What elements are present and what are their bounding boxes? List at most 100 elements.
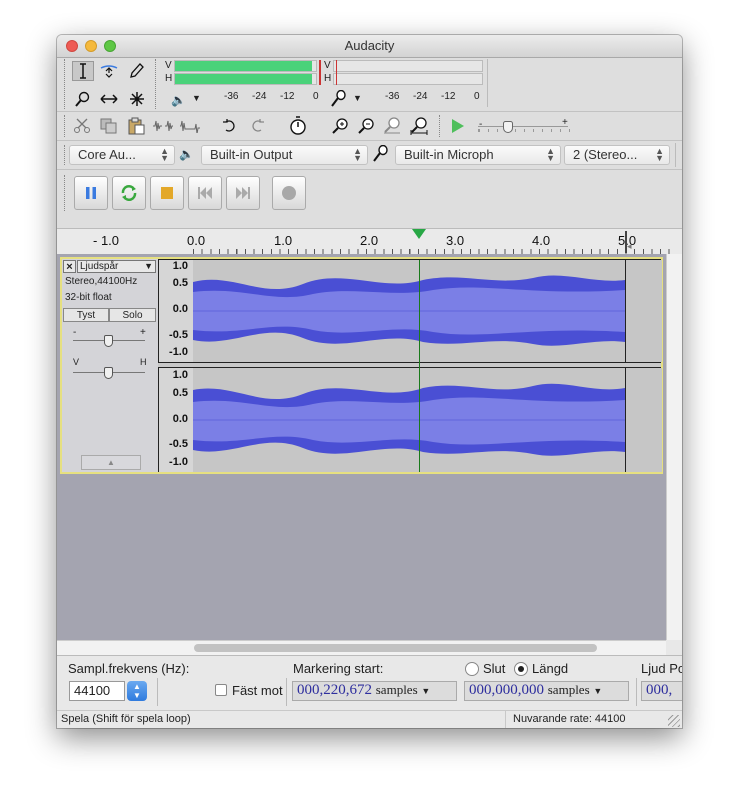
length-radio[interactable] <box>514 662 528 676</box>
current-rate: Nuvarande rate: 44100 <box>513 713 626 725</box>
draw-tool-icon[interactable] <box>126 61 148 81</box>
play-meter-menu-icon[interactable]: ▼ <box>192 93 201 103</box>
track-name-menu[interactable]: Ljudspår ▼ <box>77 260 156 273</box>
trim-icon[interactable] <box>152 116 174 136</box>
audio-host-select[interactable]: Core Au... ▲ ▼ <box>69 145 175 165</box>
selection-length-value: 000,000,000 <box>469 682 544 698</box>
ch1-scale-05: 0.5 <box>172 277 188 289</box>
play-meter-left-label: V <box>165 60 172 71</box>
zoom-window-button[interactable] <box>104 40 116 52</box>
skip-to-start-button[interactable] <box>188 176 222 210</box>
channel1-empty-region[interactable] <box>625 260 662 362</box>
rec-meter-left[interactable] <box>333 60 483 72</box>
solo-button[interactable]: Solo <box>109 308 156 322</box>
rec-tick-0: 0 <box>474 91 480 102</box>
close-window-button[interactable] <box>66 40 78 52</box>
track-format: Stereo,44100Hz <box>65 276 138 287</box>
rec-meter-menu-icon[interactable]: ▼ <box>353 93 362 103</box>
selection-tool-icon[interactable] <box>72 61 94 81</box>
horizontal-scroll-thumb[interactable] <box>194 644 597 652</box>
selbar-divider-3 <box>636 678 637 706</box>
input-mic-icon <box>373 144 389 168</box>
channel2-waveform[interactable] <box>193 368 625 472</box>
channel2-empty-region[interactable] <box>625 368 662 472</box>
output-device-select[interactable]: Built-in Output ▲ ▼ <box>201 145 368 165</box>
copy-icon[interactable] <box>98 116 120 136</box>
rec-meter-right[interactable] <box>333 73 483 85</box>
multi-tool-icon[interactable] <box>126 89 148 109</box>
selection-start-field[interactable]: 000,220,672 samples ▼ <box>292 681 457 701</box>
time-shift-tool-icon[interactable] <box>98 89 120 109</box>
sync-lock-icon[interactable] <box>287 115 309 135</box>
transport-toolbar-grip[interactable] <box>64 175 68 211</box>
sample-rate-stepper-icon[interactable]: ▲ ▼ <box>127 681 147 701</box>
start-unit-dropdown-icon[interactable]: ▼ <box>421 686 431 696</box>
channel1-waveform[interactable] <box>193 260 625 362</box>
input-device-select[interactable]: Built-in Microph ▲ ▼ <box>395 145 561 165</box>
play-meter-right[interactable] <box>174 73 317 85</box>
stop-button[interactable] <box>150 176 184 210</box>
toolbar-grip[interactable] <box>64 59 68 109</box>
end-radio[interactable] <box>465 662 479 676</box>
input-channels-select[interactable]: 2 (Stereo... ▲ ▼ <box>564 145 670 165</box>
snap-checkbox[interactable] <box>215 684 227 696</box>
channel1-vertical-ruler[interactable]: 1.0 0.5 0.0 -0.5 -1.0 ← ← <box>158 260 206 362</box>
vertical-scrollbar[interactable] <box>666 254 682 640</box>
track-focus-border <box>60 257 663 474</box>
play-head-marker-icon[interactable] <box>412 229 426 239</box>
envelope-tool-icon[interactable] <box>98 61 120 81</box>
redo-icon[interactable] <box>246 116 268 136</box>
fit-project-icon[interactable] <box>408 116 430 136</box>
paste-icon[interactable] <box>125 116 147 136</box>
channel-separator[interactable] <box>158 362 661 368</box>
transport-row-divider <box>57 169 682 170</box>
gain-slider-thumb[interactable] <box>104 335 113 347</box>
selection-length-field[interactable]: 000,000,000 samples ▼ <box>464 681 629 701</box>
loop-play-button[interactable] <box>112 176 146 210</box>
pan-slider-thumb[interactable] <box>104 367 113 379</box>
minimize-window-button[interactable] <box>85 40 97 52</box>
cut-icon[interactable] <box>71 116 93 136</box>
close-track-icon[interactable]: × <box>63 260 76 273</box>
play-tick-12: -12 <box>280 91 295 102</box>
selection-toolbar: Sampl.frekvens (Hz): 44100 ▲ ▼ Fäst mot M… <box>57 655 682 711</box>
ch2-scale-m1: -1.0 <box>169 456 188 468</box>
play-meter-left[interactable] <box>174 60 317 72</box>
track-name: Ljudspår <box>80 261 119 272</box>
timeline-ruler[interactable]: - 1.0 0.0 1.0 2.0 3.0 4.0 5.0 ◂ <box>57 228 682 255</box>
track-bit-depth: 32-bit float <box>65 292 112 303</box>
zoom-tool-icon[interactable] <box>72 89 94 109</box>
speaker-icon[interactable]: 🔈 <box>171 93 186 107</box>
transcription-toolbar-grip[interactable] <box>439 115 443 137</box>
edit-toolbar-grip[interactable] <box>64 115 68 137</box>
resize-grip-icon[interactable] <box>668 715 680 727</box>
mute-button[interactable]: Tyst <box>63 308 109 322</box>
length-radio-label: Längd <box>532 661 569 676</box>
device-toolbar-grip[interactable] <box>64 145 68 165</box>
rec-meter-right-label: H <box>324 73 332 84</box>
undo-icon[interactable] <box>219 116 241 136</box>
pause-button[interactable] <box>74 176 108 210</box>
length-unit-dropdown-icon[interactable]: ▼ <box>593 686 603 696</box>
play-tick-24: -24 <box>252 91 267 102</box>
collapse-track-button[interactable]: ▲ <box>81 455 141 470</box>
microphone-icon[interactable] <box>331 89 347 113</box>
play-peak-hold <box>319 60 321 85</box>
sample-rate-input[interactable]: 44100 <box>69 681 125 701</box>
play-tick-0: 0 <box>313 91 319 102</box>
zoom-out-icon[interactable] <box>355 116 377 136</box>
audio-position-field[interactable]: 000, <box>641 681 682 701</box>
channel2-vertical-ruler[interactable]: 1.0 0.5 0.0 -0.5 -1.0 ← ← <box>158 368 206 472</box>
ch2-scale-05: 0.5 <box>172 387 188 399</box>
meter-toolbar-grip[interactable] <box>155 59 159 109</box>
zoom-in-icon[interactable] <box>329 116 351 136</box>
silence-icon[interactable] <box>179 116 201 136</box>
play-at-speed-icon[interactable] <box>447 116 469 136</box>
record-button[interactable] <box>272 176 306 210</box>
horizontal-scrollbar[interactable] <box>57 640 666 656</box>
skip-to-end-button[interactable] <box>226 176 260 210</box>
device-row-divider <box>57 140 682 141</box>
fit-selection-icon[interactable] <box>381 116 403 136</box>
speed-slider-thumb[interactable] <box>503 121 513 133</box>
playback-speed-slider[interactable] <box>478 126 568 127</box>
